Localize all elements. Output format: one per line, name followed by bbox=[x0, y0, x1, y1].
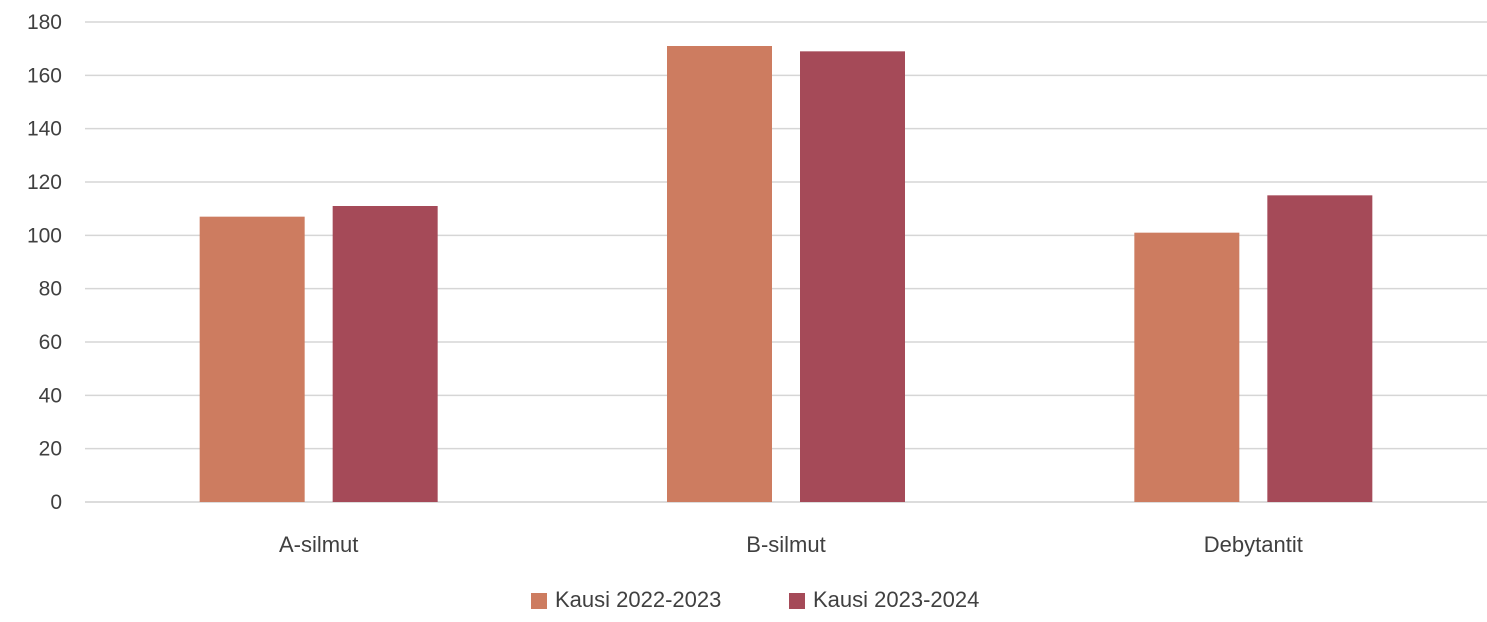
x-category-label: B-silmut bbox=[746, 532, 825, 557]
grid-layer bbox=[85, 21, 1487, 503]
y-tick-label: 100 bbox=[27, 224, 62, 247]
legend-swatch bbox=[531, 593, 547, 609]
legend-label: Kausi 2022-2023 bbox=[555, 587, 721, 612]
legend-swatch bbox=[789, 593, 805, 609]
x-category-label: Debytantit bbox=[1204, 532, 1303, 557]
y-tick-label: 140 bbox=[27, 118, 62, 141]
x-axis-category-labels: A-silmut B-silmut Debytantit bbox=[279, 532, 1303, 557]
y-tick-label: 120 bbox=[27, 171, 62, 194]
y-tick-label: 20 bbox=[39, 438, 62, 461]
y-tick-label: 60 bbox=[39, 331, 62, 354]
legend-label: Kausi 2023-2024 bbox=[813, 587, 979, 612]
y-tick-label: 40 bbox=[39, 384, 62, 407]
y-tick-label: 160 bbox=[27, 64, 62, 87]
bar-a-silmut-series-2 bbox=[332, 206, 438, 502]
bar-debytantit-series-1 bbox=[1134, 232, 1240, 502]
bar-debytantit-series-2 bbox=[1267, 195, 1373, 503]
y-axis-tick-labels: 0 20 40 60 80 100 120 140 160 180 bbox=[27, 11, 62, 514]
x-category-label: A-silmut bbox=[279, 532, 358, 557]
bar-b-silmut-series-2 bbox=[800, 51, 905, 502]
bars bbox=[199, 46, 1373, 503]
y-tick-label: 80 bbox=[39, 278, 62, 301]
bar-a-silmut-series-1 bbox=[199, 216, 305, 502]
legend: Kausi 2022-2023 Kausi 2023-2024 bbox=[531, 587, 979, 612]
y-tick-label: 0 bbox=[50, 491, 62, 514]
bar-b-silmut-series-1 bbox=[667, 46, 772, 502]
y-tick-label: 180 bbox=[27, 11, 62, 34]
